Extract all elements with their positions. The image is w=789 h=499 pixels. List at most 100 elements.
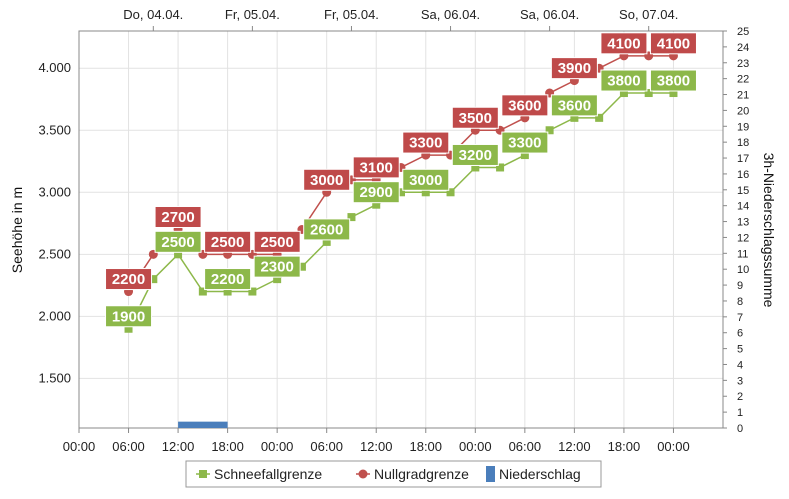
snowline-point	[124, 324, 133, 333]
data-label-box	[352, 156, 400, 179]
snowline-point	[520, 151, 529, 160]
data-label-text: 2500	[161, 234, 194, 251]
precipitation-bar	[178, 421, 228, 428]
top-date-label: Fr, 05.04.	[324, 7, 379, 22]
legend-item: Nullgradgrenze	[356, 466, 469, 482]
y-axis-right: 0123456789101112131415161718192021222324…	[723, 26, 749, 435]
snowline-point	[595, 113, 604, 122]
data-label-box	[204, 230, 252, 253]
y-axis-title: Seehöhe in m	[9, 187, 25, 273]
data-label-box	[550, 94, 598, 117]
x-tick-label: 12:00	[558, 439, 591, 454]
snowline-data-label: 2300	[253, 255, 301, 278]
snowline-data-label: 3200	[451, 143, 499, 166]
y2-tick-label: 3	[737, 375, 743, 387]
plot-area	[78, 30, 724, 429]
snowline-data-label: 2900	[352, 181, 400, 204]
snowline-point	[397, 188, 405, 197]
freezing-level-data-label: 3300	[402, 131, 450, 154]
y2-tick-label: 15	[737, 185, 749, 197]
x-tick-label: 18:00	[409, 439, 442, 454]
top-date-label: Fr, 05.04.	[225, 7, 280, 22]
x-tick-label: 18:00	[211, 439, 244, 454]
snowline-point	[644, 89, 653, 98]
y2-tick-label: 5	[737, 344, 743, 356]
y-tick-label: 2.000	[38, 308, 71, 323]
data-label-box	[451, 143, 499, 166]
snowline-point	[149, 275, 158, 284]
snowline-point	[223, 287, 232, 296]
legend-bar-marker	[486, 466, 495, 482]
snowline-data-label: 3300	[501, 131, 549, 154]
y-tick-label: 4.000	[38, 60, 71, 75]
data-label-text: 2700	[161, 209, 194, 226]
x-tick-label: 00:00	[459, 439, 492, 454]
y-tick-label: 3.500	[38, 122, 71, 137]
freezing-level-data-label: 2500	[204, 230, 252, 253]
y2-tick-label: 9	[737, 280, 743, 292]
y2-tick-label: 23	[737, 58, 749, 70]
data-label-text: 2300	[260, 259, 293, 276]
y2-tick-label: 14	[737, 201, 749, 213]
y2-tick-label: 21	[737, 90, 749, 102]
freezing-level-data-label: 2200	[105, 268, 153, 291]
freezing-level-data-label: 3000	[303, 168, 351, 191]
freezing-level-data-label: 4100	[600, 32, 648, 55]
snowline-point	[471, 163, 480, 172]
snowline-point	[669, 89, 678, 98]
data-label-text: 3500	[459, 110, 492, 127]
legend-circle-marker	[358, 469, 368, 479]
y2-tick-label: 7	[737, 312, 743, 324]
snowline-data-label: 3000	[402, 168, 450, 191]
data-label-text: 4100	[657, 35, 690, 52]
data-label-box	[649, 32, 697, 55]
snowline-point	[570, 113, 579, 122]
data-label-text: 3300	[508, 135, 541, 152]
x-axis-top: Do, 04.04. Fr, 05.04. Fr, 05.04. Sa, 06.04.…	[123, 7, 678, 31]
y2-tick-label: 17	[737, 153, 749, 165]
snowline-point	[421, 188, 430, 197]
x-tick-label: 12:00	[360, 439, 393, 454]
snowline-point	[322, 237, 331, 246]
snowline-point	[446, 188, 455, 197]
snowline-point	[347, 213, 356, 222]
data-label-text: 3800	[657, 73, 690, 90]
top-date-label: So, 07.04.	[619, 7, 678, 22]
data-label-box	[105, 268, 153, 291]
legend-label: Schneefallgrenze	[214, 466, 322, 482]
data-label-text: 2900	[360, 184, 393, 201]
y2-tick-label: 16	[737, 169, 749, 181]
top-date-label: Do, 04.04.	[123, 7, 183, 22]
y2-tick-label: 4	[737, 359, 743, 371]
freezing-level-data-label: 3500	[451, 106, 499, 129]
y-axis-left: 1.500 2.000 2.500 3.000 3.500 4.000	[38, 60, 71, 385]
freezing-level-data-label: 3900	[550, 57, 598, 80]
y2-tick-label: 13	[737, 217, 749, 229]
y2-tick-label: 12	[737, 232, 749, 244]
data-labels-layer: 1900 2500 2200 2300 2600 2900 3000 3200 3300 3600…	[105, 32, 697, 328]
data-label-text: 2500	[211, 234, 244, 251]
y2-tick-label: 22	[737, 74, 749, 86]
y2-tick-label: 2	[737, 391, 743, 403]
y2-axis-title: 3h-Niederschlagssumme	[761, 153, 777, 308]
y2-tick-label: 1	[737, 407, 743, 419]
y2-tick-label: 0	[737, 423, 743, 435]
y2-tick-label: 11	[737, 248, 748, 260]
x-tick-label: 00:00	[657, 439, 690, 454]
legend: Schneefallgrenze Nullgradgrenze Niederschl…	[185, 460, 602, 488]
snowline-point	[273, 275, 282, 284]
precipitation-bars	[178, 421, 228, 428]
snowline-data-label: 3800	[600, 69, 648, 92]
data-label-box	[451, 106, 499, 129]
data-label-box	[600, 69, 648, 92]
data-label-text: 3600	[508, 97, 541, 114]
legend-item: Niederschlag	[486, 466, 581, 482]
snowline-point	[496, 163, 505, 172]
data-label-text: 3800	[607, 73, 640, 90]
data-label-box	[600, 32, 648, 55]
snowline-point	[198, 287, 207, 296]
x-tick-label: 12:00	[162, 439, 195, 454]
freezing-level-line	[127, 55, 674, 292]
snowline-point	[174, 250, 183, 259]
